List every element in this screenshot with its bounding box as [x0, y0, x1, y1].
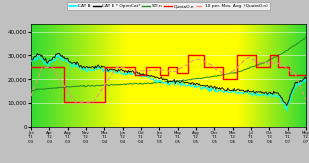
Legend: CAT B, CAT E * OpenCat*, STI.n, QuotaO.n, 10 per. Mov. Avg. (QuotaO.n): CAT B, CAT E * OpenCat*, STI.n, QuotaO.n…	[67, 2, 270, 10]
